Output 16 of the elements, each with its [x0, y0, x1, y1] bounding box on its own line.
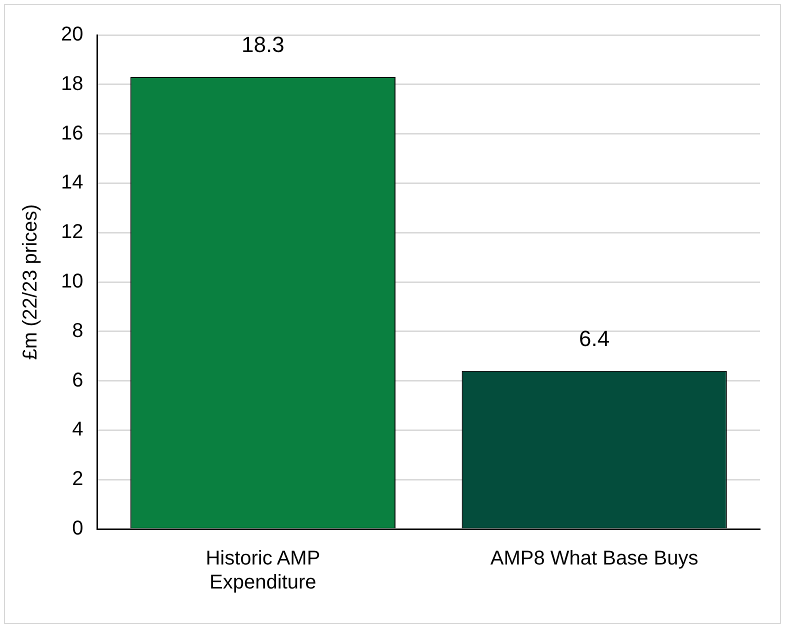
x-tick-label: AMP8 What Base Buys: [490, 548, 698, 570]
y-tick-label: 6: [72, 369, 84, 392]
y-tick-label: 20: [60, 24, 84, 46]
y-tick-label: 4: [72, 418, 84, 441]
y-tick-label: 8: [72, 320, 84, 342]
y-axis-title: £m (22/23 prices): [20, 204, 42, 360]
y-tick-label: 14: [60, 172, 84, 194]
data-label: 18.3: [242, 32, 284, 58]
data-label: 6.4: [579, 326, 610, 351]
y-tick-label: 16: [60, 122, 84, 144]
y-tick-label: 18: [60, 72, 84, 95]
y-tick-label: 12: [60, 221, 84, 244]
y-tick-label: 0: [72, 518, 84, 540]
y-tick-label: 2: [72, 468, 84, 490]
y-tick-label: 10: [60, 270, 84, 293]
x-tick-label: Historic AMP Expenditure: [206, 548, 320, 594]
